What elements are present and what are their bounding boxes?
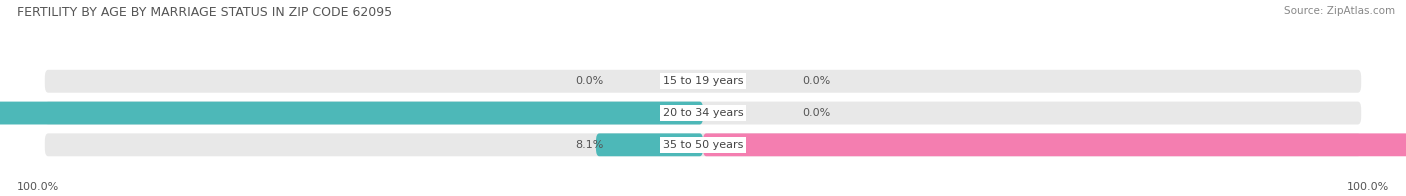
FancyBboxPatch shape (45, 102, 1361, 124)
FancyBboxPatch shape (45, 70, 1361, 93)
Text: 8.1%: 8.1% (575, 140, 603, 150)
FancyBboxPatch shape (703, 133, 1406, 156)
Text: 0.0%: 0.0% (575, 76, 603, 86)
Text: FERTILITY BY AGE BY MARRIAGE STATUS IN ZIP CODE 62095: FERTILITY BY AGE BY MARRIAGE STATUS IN Z… (17, 6, 392, 19)
Text: 0.0%: 0.0% (801, 76, 831, 86)
Text: 0.0%: 0.0% (801, 108, 831, 118)
Text: 35 to 50 years: 35 to 50 years (662, 140, 744, 150)
FancyBboxPatch shape (45, 133, 1361, 156)
Text: 100.0%: 100.0% (17, 182, 59, 192)
FancyBboxPatch shape (0, 102, 703, 124)
Text: 20 to 34 years: 20 to 34 years (662, 108, 744, 118)
Text: 100.0%: 100.0% (1347, 182, 1389, 192)
Text: Source: ZipAtlas.com: Source: ZipAtlas.com (1284, 6, 1395, 16)
FancyBboxPatch shape (596, 133, 703, 156)
Text: 15 to 19 years: 15 to 19 years (662, 76, 744, 86)
